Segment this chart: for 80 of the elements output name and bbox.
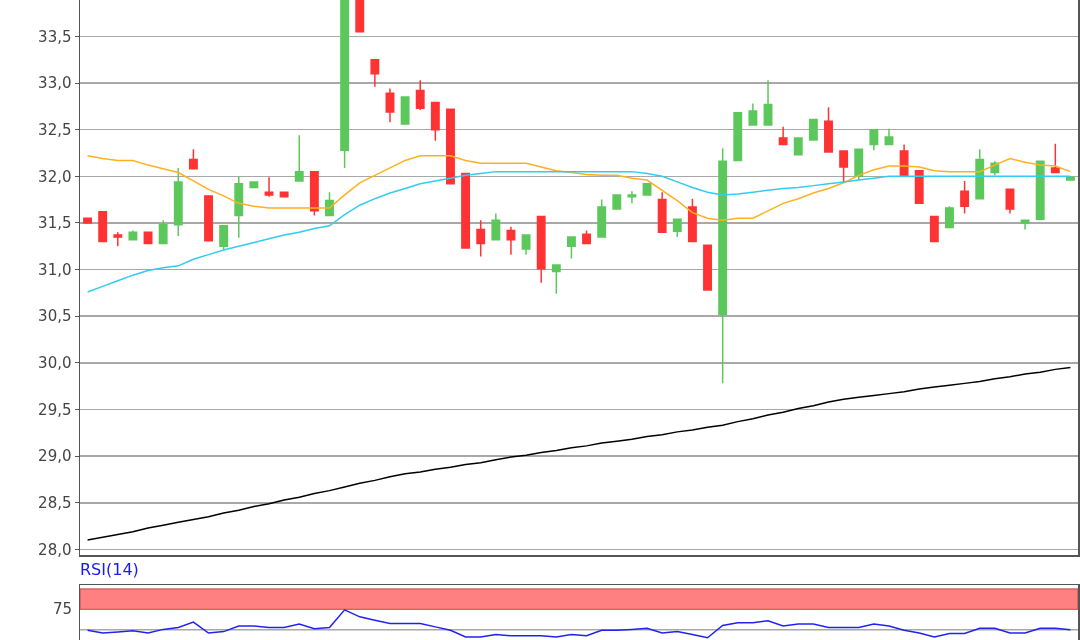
candlestick [657,191,667,234]
candlestick [355,0,365,33]
candlestick [899,143,909,178]
candlestick [143,231,153,245]
y-tick-label: 29,5 [38,400,72,419]
candlestick [294,134,304,182]
candlestick [703,244,712,291]
text: 75 [53,600,73,618]
y-tick-label: 28,5 [38,494,72,513]
candlestick [476,219,486,258]
candlestick [960,180,970,215]
candlestick [400,96,410,125]
y-tick-label: 30,0 [38,354,72,373]
candlestick [612,194,622,210]
y-tick-label: 28,0 [38,540,72,559]
candlestick [808,118,818,141]
candlestick [884,127,894,146]
candlestick [385,87,395,123]
candlestick [854,148,864,181]
candlestick [778,126,788,146]
candlestick [113,231,123,247]
candlestick [415,79,425,111]
y-tick-label: 30,5 [38,307,72,326]
candlestick [204,195,213,242]
candlestick [793,137,803,156]
candlestick [975,148,985,200]
candlestick [687,197,697,243]
candlestick [249,181,259,189]
y-tick-label: 33,0 [38,74,72,93]
candlestick [869,128,879,151]
candlestick [461,172,471,249]
candlestick [430,101,440,142]
chart-title: RSI(14) [80,560,139,580]
candlestick [491,212,501,241]
candlestick [188,148,198,170]
candlestick [446,108,455,185]
candlestick [642,183,652,196]
candlestick [1035,160,1045,220]
candlestick [173,167,183,237]
candlestick [234,175,244,239]
candlestick [158,219,168,245]
candlestick [672,218,682,238]
line-series [86,366,1072,541]
y-tick-label: 31,0 [38,260,72,279]
candlestick [839,150,849,184]
candlestick [536,215,546,284]
y-tick-label: 32,5 [38,120,72,139]
candlestick [551,264,561,295]
candlestick [763,79,773,126]
candlestick [597,198,607,238]
candlestick [566,236,576,260]
y-tick-label: 31,5 [38,214,72,233]
y-tick-label: 32,0 [38,167,72,186]
candlestick [340,0,350,169]
candlestick [733,112,743,162]
candlestick [718,147,728,385]
candlestick [1065,176,1075,181]
candlestick [582,229,592,245]
candlestick [309,170,319,217]
candlestick [370,58,380,88]
line-series [86,170,1072,293]
y-tick-label: 29,0 [38,447,72,466]
candlestick [98,210,108,243]
candlestick [929,215,939,243]
candlestick [521,234,531,256]
candlestick [83,217,93,224]
candlestick [748,102,758,126]
candlestick [914,169,924,205]
candlestick [506,225,516,256]
candlestick [219,224,229,251]
candlestick [824,106,833,153]
candlestick [1005,188,1015,215]
candlestick [1050,142,1060,174]
line-series [86,155,1072,221]
candlestick [945,205,954,229]
candlestick [264,176,274,198]
candlestick [627,190,637,205]
y-tick-label: 33,5 [38,27,72,46]
candlestick [1020,219,1030,231]
candlestick [279,191,289,198]
